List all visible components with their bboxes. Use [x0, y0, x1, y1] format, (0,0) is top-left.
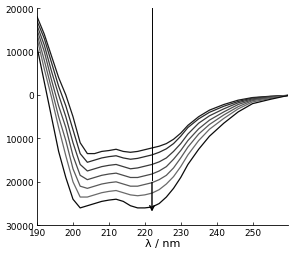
- X-axis label: λ / nm: λ / nm: [145, 239, 181, 248]
